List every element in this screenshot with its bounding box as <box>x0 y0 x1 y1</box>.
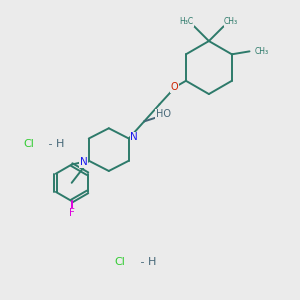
Text: F: F <box>69 208 75 218</box>
Text: H₃C: H₃C <box>180 17 194 26</box>
Text: CH₃: CH₃ <box>224 17 238 26</box>
Text: CH₃: CH₃ <box>254 47 268 56</box>
Text: O: O <box>171 82 178 92</box>
Text: HO: HO <box>156 109 171 119</box>
Text: N: N <box>80 157 87 167</box>
Text: N: N <box>130 132 138 142</box>
Text: Cl: Cl <box>23 139 34 149</box>
Text: - H: - H <box>46 139 65 149</box>
Text: Cl: Cl <box>115 257 125 267</box>
Text: - H: - H <box>137 257 156 267</box>
